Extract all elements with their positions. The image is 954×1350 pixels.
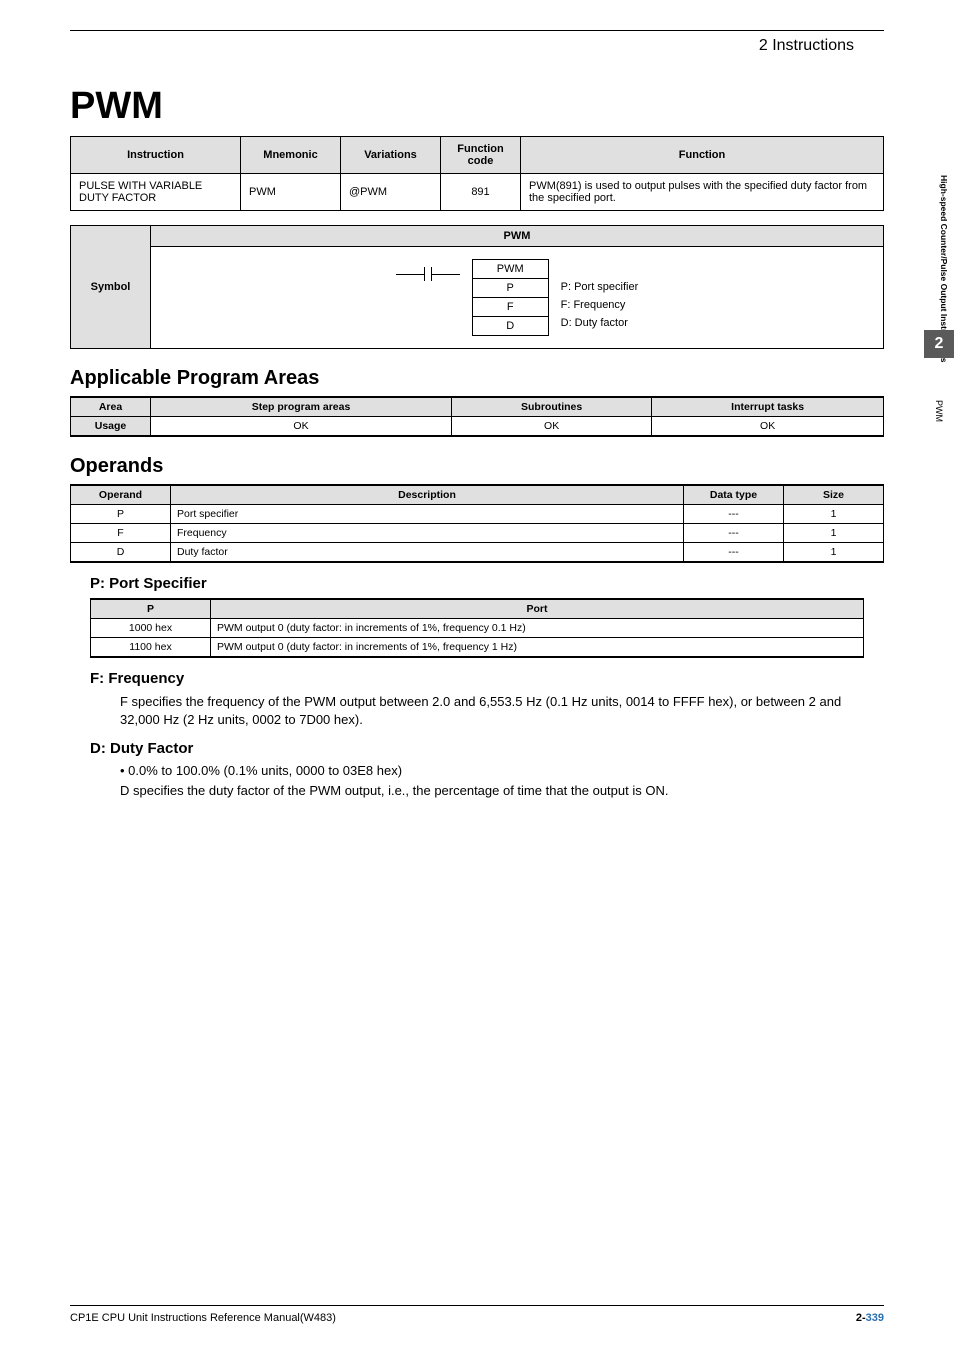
th: Port <box>211 599 864 619</box>
table-row: PULSE WITH VARIABLE DUTY FACTOR PWM @PWM… <box>71 174 884 211</box>
cell: 1 <box>784 505 884 524</box>
cell: D <box>71 543 171 563</box>
cell: --- <box>684 505 784 524</box>
cell: OK <box>452 417 652 437</box>
table-row: D Duty factor --- 1 <box>71 543 884 563</box>
th-mnemonic: Mnemonic <box>241 137 341 174</box>
symbol-label: Symbol <box>71 226 151 349</box>
table-row: 1000 hex PWM output 0 (duty factor: in i… <box>91 619 864 638</box>
ladder-row: P <box>473 279 548 298</box>
th-function: Function <box>521 137 884 174</box>
th: Operand <box>71 485 171 505</box>
th: Area <box>71 397 151 417</box>
ladder-row: PWM <box>473 260 548 279</box>
cell: 1 <box>784 524 884 543</box>
cell: --- <box>684 543 784 563</box>
ladder-row: F <box>473 298 548 317</box>
sub-port-specifier: P: Port Specifier <box>90 575 884 592</box>
duty-bullet: • 0.0% to 100.0% (0.1% units, 0000 to 03… <box>120 763 884 778</box>
cell: Duty factor <box>171 543 684 563</box>
header-section: 2 Instructions <box>70 37 884 55</box>
cell: 1000 hex <box>91 619 211 638</box>
cell: OK <box>652 417 884 437</box>
cell: OK <box>151 417 452 437</box>
cell-mnemonic: PWM <box>241 174 341 211</box>
cell-function: PWM(891) is used to output pulses with t… <box>521 174 884 211</box>
th-function-code: Function code <box>441 137 521 174</box>
frequency-text: F specifies the frequency of the PWM out… <box>120 693 874 728</box>
table-row: Usage OK OK OK <box>71 417 884 437</box>
duty-text: D specifies the duty factor of the PWM o… <box>120 782 874 800</box>
ladder-desc: D: Duty factor <box>561 317 639 329</box>
cell: P <box>71 505 171 524</box>
table-row: P Port specifier --- 1 <box>71 505 884 524</box>
section-applicable: Applicable Program Areas <box>70 367 884 390</box>
header-rule <box>70 30 884 31</box>
ladder-box: PWM P F D <box>472 259 549 336</box>
cell: 1100 hex <box>91 638 211 658</box>
cell: Frequency <box>171 524 684 543</box>
cell-variations: @PWM <box>341 174 441 211</box>
th: Size <box>784 485 884 505</box>
th-variations: Variations <box>341 137 441 174</box>
th: P <box>91 599 211 619</box>
ladder-row: D <box>473 317 548 335</box>
sub-duty-factor: D: Duty Factor <box>90 740 884 757</box>
th: Subroutines <box>452 397 652 417</box>
symbol-diagram: PWM P F D P: Port specifier F: Frequency… <box>151 247 883 348</box>
th: Description <box>171 485 684 505</box>
cell: PWM output 0 (duty factor: in increments… <box>211 619 864 638</box>
footer-page: 2-339 <box>856 1312 884 1324</box>
applicable-table: Area Step program areas Subroutines Inte… <box>70 396 884 437</box>
page-title: PWM <box>70 85 884 128</box>
symbol-table: Symbol PWM PWM <box>70 225 884 349</box>
table-row: 1100 hex PWM output 0 (duty factor: in i… <box>91 638 864 658</box>
ladder-desc: P: Port specifier <box>561 281 639 293</box>
cell: Usage <box>71 417 151 437</box>
section-operands: Operands <box>70 455 884 478</box>
footer-manual: CP1E CPU Unit Instructions Reference Man… <box>70 1312 336 1324</box>
th: Interrupt tasks <box>652 397 884 417</box>
th-instruction: Instruction <box>71 137 241 174</box>
operands-table: Operand Description Data type Size P Por… <box>70 484 884 563</box>
cell: 1 <box>784 543 884 563</box>
cell: --- <box>684 524 784 543</box>
th: Step program areas <box>151 397 452 417</box>
cell: Port specifier <box>171 505 684 524</box>
port-specifier-table: P Port 1000 hex PWM output 0 (duty facto… <box>90 598 864 658</box>
instruction-info-table: Instruction Mnemonic Variations Function… <box>70 136 884 211</box>
footer: CP1E CPU Unit Instructions Reference Man… <box>70 1305 884 1324</box>
ladder-desc: F: Frequency <box>561 299 639 311</box>
cell-code: 891 <box>441 174 521 211</box>
cell: F <box>71 524 171 543</box>
symbol-header: PWM <box>151 226 884 247</box>
cell-instruction: PULSE WITH VARIABLE DUTY FACTOR <box>71 174 241 211</box>
sub-frequency: F: Frequency <box>90 670 884 687</box>
cell: PWM output 0 (duty factor: in increments… <box>211 638 864 658</box>
table-row: F Frequency --- 1 <box>71 524 884 543</box>
th: Data type <box>684 485 784 505</box>
